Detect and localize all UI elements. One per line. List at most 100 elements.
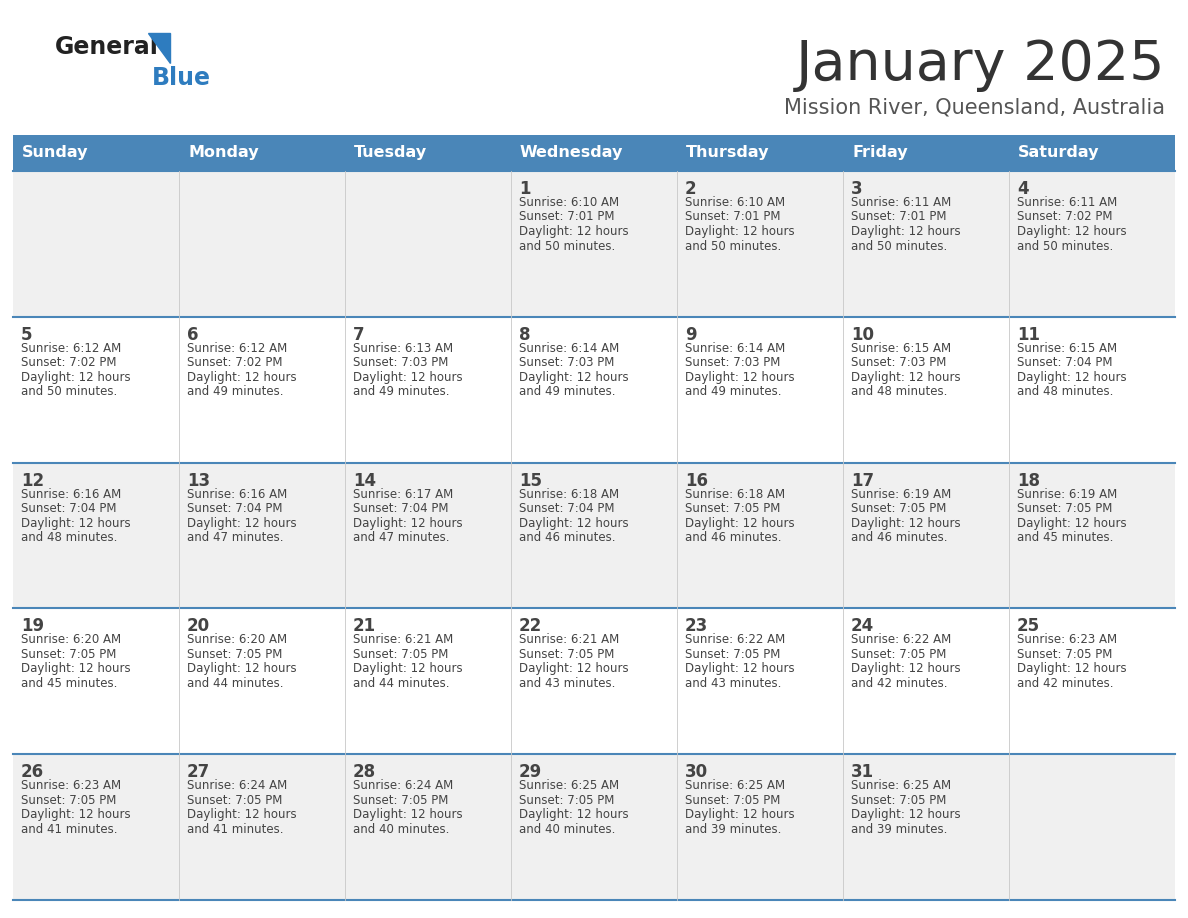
Text: 18: 18 <box>1017 472 1040 489</box>
Text: Sunset: 7:03 PM: Sunset: 7:03 PM <box>353 356 448 369</box>
Text: Sunset: 7:02 PM: Sunset: 7:02 PM <box>21 356 116 369</box>
Text: Daylight: 12 hours: Daylight: 12 hours <box>519 225 628 238</box>
Text: Sunrise: 6:25 AM: Sunrise: 6:25 AM <box>851 779 952 792</box>
Text: and 39 minutes.: and 39 minutes. <box>685 823 782 835</box>
Text: Mission River, Queensland, Australia: Mission River, Queensland, Australia <box>784 98 1165 118</box>
Text: 29: 29 <box>519 763 542 781</box>
Text: Daylight: 12 hours: Daylight: 12 hours <box>519 517 628 530</box>
Text: Sunrise: 6:19 AM: Sunrise: 6:19 AM <box>851 487 952 500</box>
Text: and 43 minutes.: and 43 minutes. <box>685 677 782 690</box>
Text: Sunset: 7:03 PM: Sunset: 7:03 PM <box>851 356 947 369</box>
Bar <box>13 171 1175 317</box>
Text: and 49 minutes.: and 49 minutes. <box>187 386 284 398</box>
Text: Daylight: 12 hours: Daylight: 12 hours <box>187 808 297 822</box>
Text: Wednesday: Wednesday <box>520 145 624 161</box>
Text: 15: 15 <box>519 472 542 489</box>
Text: Sunrise: 6:20 AM: Sunrise: 6:20 AM <box>21 633 121 646</box>
Text: Sunrise: 6:24 AM: Sunrise: 6:24 AM <box>187 779 287 792</box>
Text: 13: 13 <box>187 472 210 489</box>
Text: Sunrise: 6:15 AM: Sunrise: 6:15 AM <box>1017 341 1117 354</box>
Bar <box>1009 135 1175 171</box>
Text: 9: 9 <box>685 326 696 344</box>
Text: Daylight: 12 hours: Daylight: 12 hours <box>353 517 462 530</box>
Text: Sunrise: 6:11 AM: Sunrise: 6:11 AM <box>1017 196 1117 209</box>
Text: 31: 31 <box>851 763 874 781</box>
Text: Daylight: 12 hours: Daylight: 12 hours <box>851 808 961 822</box>
Text: Sunrise: 6:18 AM: Sunrise: 6:18 AM <box>685 487 785 500</box>
Text: Sunset: 7:05 PM: Sunset: 7:05 PM <box>21 648 116 661</box>
Text: Daylight: 12 hours: Daylight: 12 hours <box>1017 225 1126 238</box>
Text: 26: 26 <box>21 763 44 781</box>
Text: 30: 30 <box>685 763 708 781</box>
Text: and 49 minutes.: and 49 minutes. <box>685 386 782 398</box>
Text: Sunrise: 6:24 AM: Sunrise: 6:24 AM <box>353 779 454 792</box>
Text: Daylight: 12 hours: Daylight: 12 hours <box>851 663 961 676</box>
Text: Sunset: 7:04 PM: Sunset: 7:04 PM <box>519 502 614 515</box>
Text: Sunset: 7:05 PM: Sunset: 7:05 PM <box>187 794 283 807</box>
Text: 23: 23 <box>685 618 708 635</box>
Text: Sunrise: 6:17 AM: Sunrise: 6:17 AM <box>353 487 454 500</box>
Text: and 49 minutes.: and 49 minutes. <box>519 386 615 398</box>
Text: 20: 20 <box>187 618 210 635</box>
Text: Daylight: 12 hours: Daylight: 12 hours <box>21 808 131 822</box>
Text: Blue: Blue <box>152 66 211 90</box>
Bar <box>843 135 1009 171</box>
Text: 8: 8 <box>519 326 531 344</box>
Text: Sunrise: 6:20 AM: Sunrise: 6:20 AM <box>187 633 287 646</box>
Text: Thursday: Thursday <box>685 145 770 161</box>
Text: and 49 minutes.: and 49 minutes. <box>353 386 449 398</box>
Text: 2: 2 <box>685 180 696 198</box>
Bar <box>13 755 1175 900</box>
Text: Daylight: 12 hours: Daylight: 12 hours <box>187 371 297 384</box>
Text: Sunrise: 6:21 AM: Sunrise: 6:21 AM <box>353 633 454 646</box>
Text: Sunset: 7:01 PM: Sunset: 7:01 PM <box>685 210 781 223</box>
Text: Sunrise: 6:23 AM: Sunrise: 6:23 AM <box>21 779 121 792</box>
Text: 28: 28 <box>353 763 377 781</box>
Text: Daylight: 12 hours: Daylight: 12 hours <box>21 517 131 530</box>
Text: and 45 minutes.: and 45 minutes. <box>21 677 118 690</box>
Text: and 50 minutes.: and 50 minutes. <box>685 240 782 252</box>
Bar <box>13 317 1175 463</box>
Text: Daylight: 12 hours: Daylight: 12 hours <box>353 371 462 384</box>
Text: 27: 27 <box>187 763 210 781</box>
Text: Sunset: 7:05 PM: Sunset: 7:05 PM <box>21 794 116 807</box>
Text: Sunset: 7:02 PM: Sunset: 7:02 PM <box>1017 210 1112 223</box>
Text: Saturday: Saturday <box>1018 145 1100 161</box>
Bar <box>13 463 1175 609</box>
Text: 24: 24 <box>851 618 874 635</box>
Text: and 47 minutes.: and 47 minutes. <box>353 532 449 544</box>
Bar <box>511 135 677 171</box>
Text: and 46 minutes.: and 46 minutes. <box>851 532 948 544</box>
Text: Daylight: 12 hours: Daylight: 12 hours <box>1017 663 1126 676</box>
Text: and 44 minutes.: and 44 minutes. <box>353 677 449 690</box>
Text: and 44 minutes.: and 44 minutes. <box>187 677 284 690</box>
Text: and 41 minutes.: and 41 minutes. <box>187 823 284 835</box>
Text: Sunrise: 6:10 AM: Sunrise: 6:10 AM <box>685 196 785 209</box>
Text: Daylight: 12 hours: Daylight: 12 hours <box>21 371 131 384</box>
Text: Sunrise: 6:11 AM: Sunrise: 6:11 AM <box>851 196 952 209</box>
Text: Sunset: 7:03 PM: Sunset: 7:03 PM <box>685 356 781 369</box>
Text: 10: 10 <box>851 326 874 344</box>
Text: Sunset: 7:04 PM: Sunset: 7:04 PM <box>187 502 283 515</box>
Text: 16: 16 <box>685 472 708 489</box>
Text: 7: 7 <box>353 326 365 344</box>
Text: Sunrise: 6:19 AM: Sunrise: 6:19 AM <box>1017 487 1117 500</box>
Text: Daylight: 12 hours: Daylight: 12 hours <box>187 517 297 530</box>
Text: Sunrise: 6:15 AM: Sunrise: 6:15 AM <box>851 341 952 354</box>
Text: General: General <box>55 35 159 59</box>
Text: and 39 minutes.: and 39 minutes. <box>851 823 947 835</box>
Text: Sunrise: 6:14 AM: Sunrise: 6:14 AM <box>519 341 619 354</box>
Text: Sunrise: 6:22 AM: Sunrise: 6:22 AM <box>685 633 785 646</box>
Text: Sunset: 7:04 PM: Sunset: 7:04 PM <box>353 502 449 515</box>
Text: and 46 minutes.: and 46 minutes. <box>685 532 782 544</box>
Text: and 45 minutes.: and 45 minutes. <box>1017 532 1113 544</box>
Text: Sunrise: 6:25 AM: Sunrise: 6:25 AM <box>519 779 619 792</box>
Text: Daylight: 12 hours: Daylight: 12 hours <box>21 663 131 676</box>
Text: Sunset: 7:01 PM: Sunset: 7:01 PM <box>851 210 947 223</box>
Text: and 47 minutes.: and 47 minutes. <box>187 532 284 544</box>
Text: and 41 minutes.: and 41 minutes. <box>21 823 118 835</box>
Text: 11: 11 <box>1017 326 1040 344</box>
Text: Sunset: 7:05 PM: Sunset: 7:05 PM <box>685 502 781 515</box>
Text: 12: 12 <box>21 472 44 489</box>
Text: and 40 minutes.: and 40 minutes. <box>519 823 615 835</box>
